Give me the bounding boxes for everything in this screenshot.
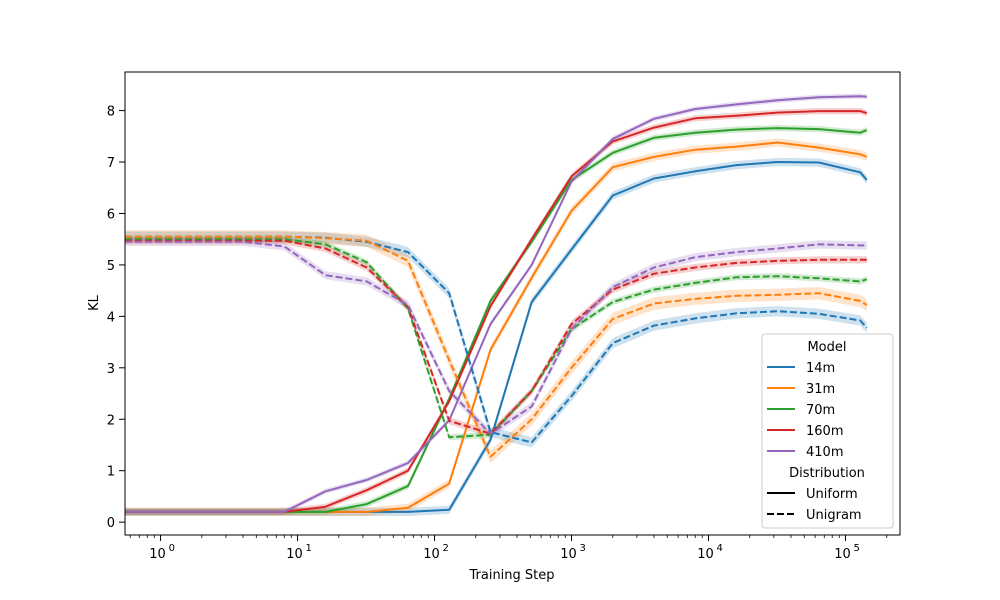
x-tick-label: 10 — [560, 547, 577, 562]
x-axis-ticks: 10 0 10 1 10 2 10 3 10 4 10 5 — [129, 535, 888, 562]
x-tick-exponent: 5 — [853, 543, 859, 554]
y-tick-label: 8 — [107, 105, 115, 120]
legend-title-distribution: Distribution — [789, 466, 865, 481]
y-tick-label: 1 — [107, 465, 115, 480]
legend-distributions: Uniform Unigram — [767, 487, 862, 523]
y-tick-label: 2 — [107, 413, 115, 428]
line-160m-unigram — [125, 239, 867, 435]
legend-label-14m: 14m — [806, 361, 835, 376]
legend-box — [761, 333, 894, 529]
y-tick-label: 6 — [107, 207, 115, 222]
x-tick-exponent: 3 — [580, 543, 586, 554]
x-tick-label: 10 — [423, 547, 440, 562]
x-tick-exponent: 1 — [306, 543, 312, 554]
legend-title-model: Model — [807, 340, 846, 355]
y-tick-label: 5 — [107, 259, 115, 274]
x-tick-exponent: 2 — [443, 543, 449, 554]
legend-label-unigram: Unigram — [806, 508, 862, 523]
x-tick-label: 10 — [697, 547, 714, 562]
y-tick-label: 7 — [107, 156, 115, 171]
x-tick-exponent: 4 — [717, 543, 723, 554]
series-lines — [125, 95, 868, 513]
line-31m-unigram — [125, 235, 868, 458]
band-160m-unigram — [125, 237, 867, 438]
legend-label-70m: 70m — [806, 403, 835, 418]
legend-models: 14m 31m 70m 160m 410m — [767, 361, 843, 460]
confidence-bands — [125, 93, 867, 516]
y-tick-label: 3 — [107, 362, 115, 377]
y-axis-ticks: 0 1 2 3 4 5 6 7 8 — [107, 105, 125, 531]
x-axis-label: Training Step — [468, 568, 554, 583]
y-tick-label: 0 — [107, 516, 115, 531]
band-70m-unigram — [125, 236, 867, 441]
legend-label-410m: 410m — [806, 445, 843, 460]
x-tick-label: 10 — [834, 547, 851, 562]
legend-label-31m: 31m — [806, 382, 835, 397]
plot-frame — [124, 71, 901, 536]
band-31m-uniform — [125, 138, 867, 516]
x-tick-exponent: 0 — [169, 543, 175, 554]
x-tick-label: 10 — [286, 547, 303, 562]
y-axis-label: KL — [87, 294, 102, 311]
line-410m-unigram — [125, 240, 867, 435]
line-410m-uniform — [125, 95, 867, 513]
x-tick-label: 10 — [149, 547, 166, 562]
legend-label-160m: 160m — [806, 424, 843, 439]
y-tick-label: 4 — [107, 310, 115, 325]
legend: Model 14m 31m 70m 160m 410m Distribution Uni… — [761, 333, 894, 529]
legend-label-uniform: Uniform — [806, 487, 858, 502]
line-70m-unigram — [125, 238, 868, 439]
